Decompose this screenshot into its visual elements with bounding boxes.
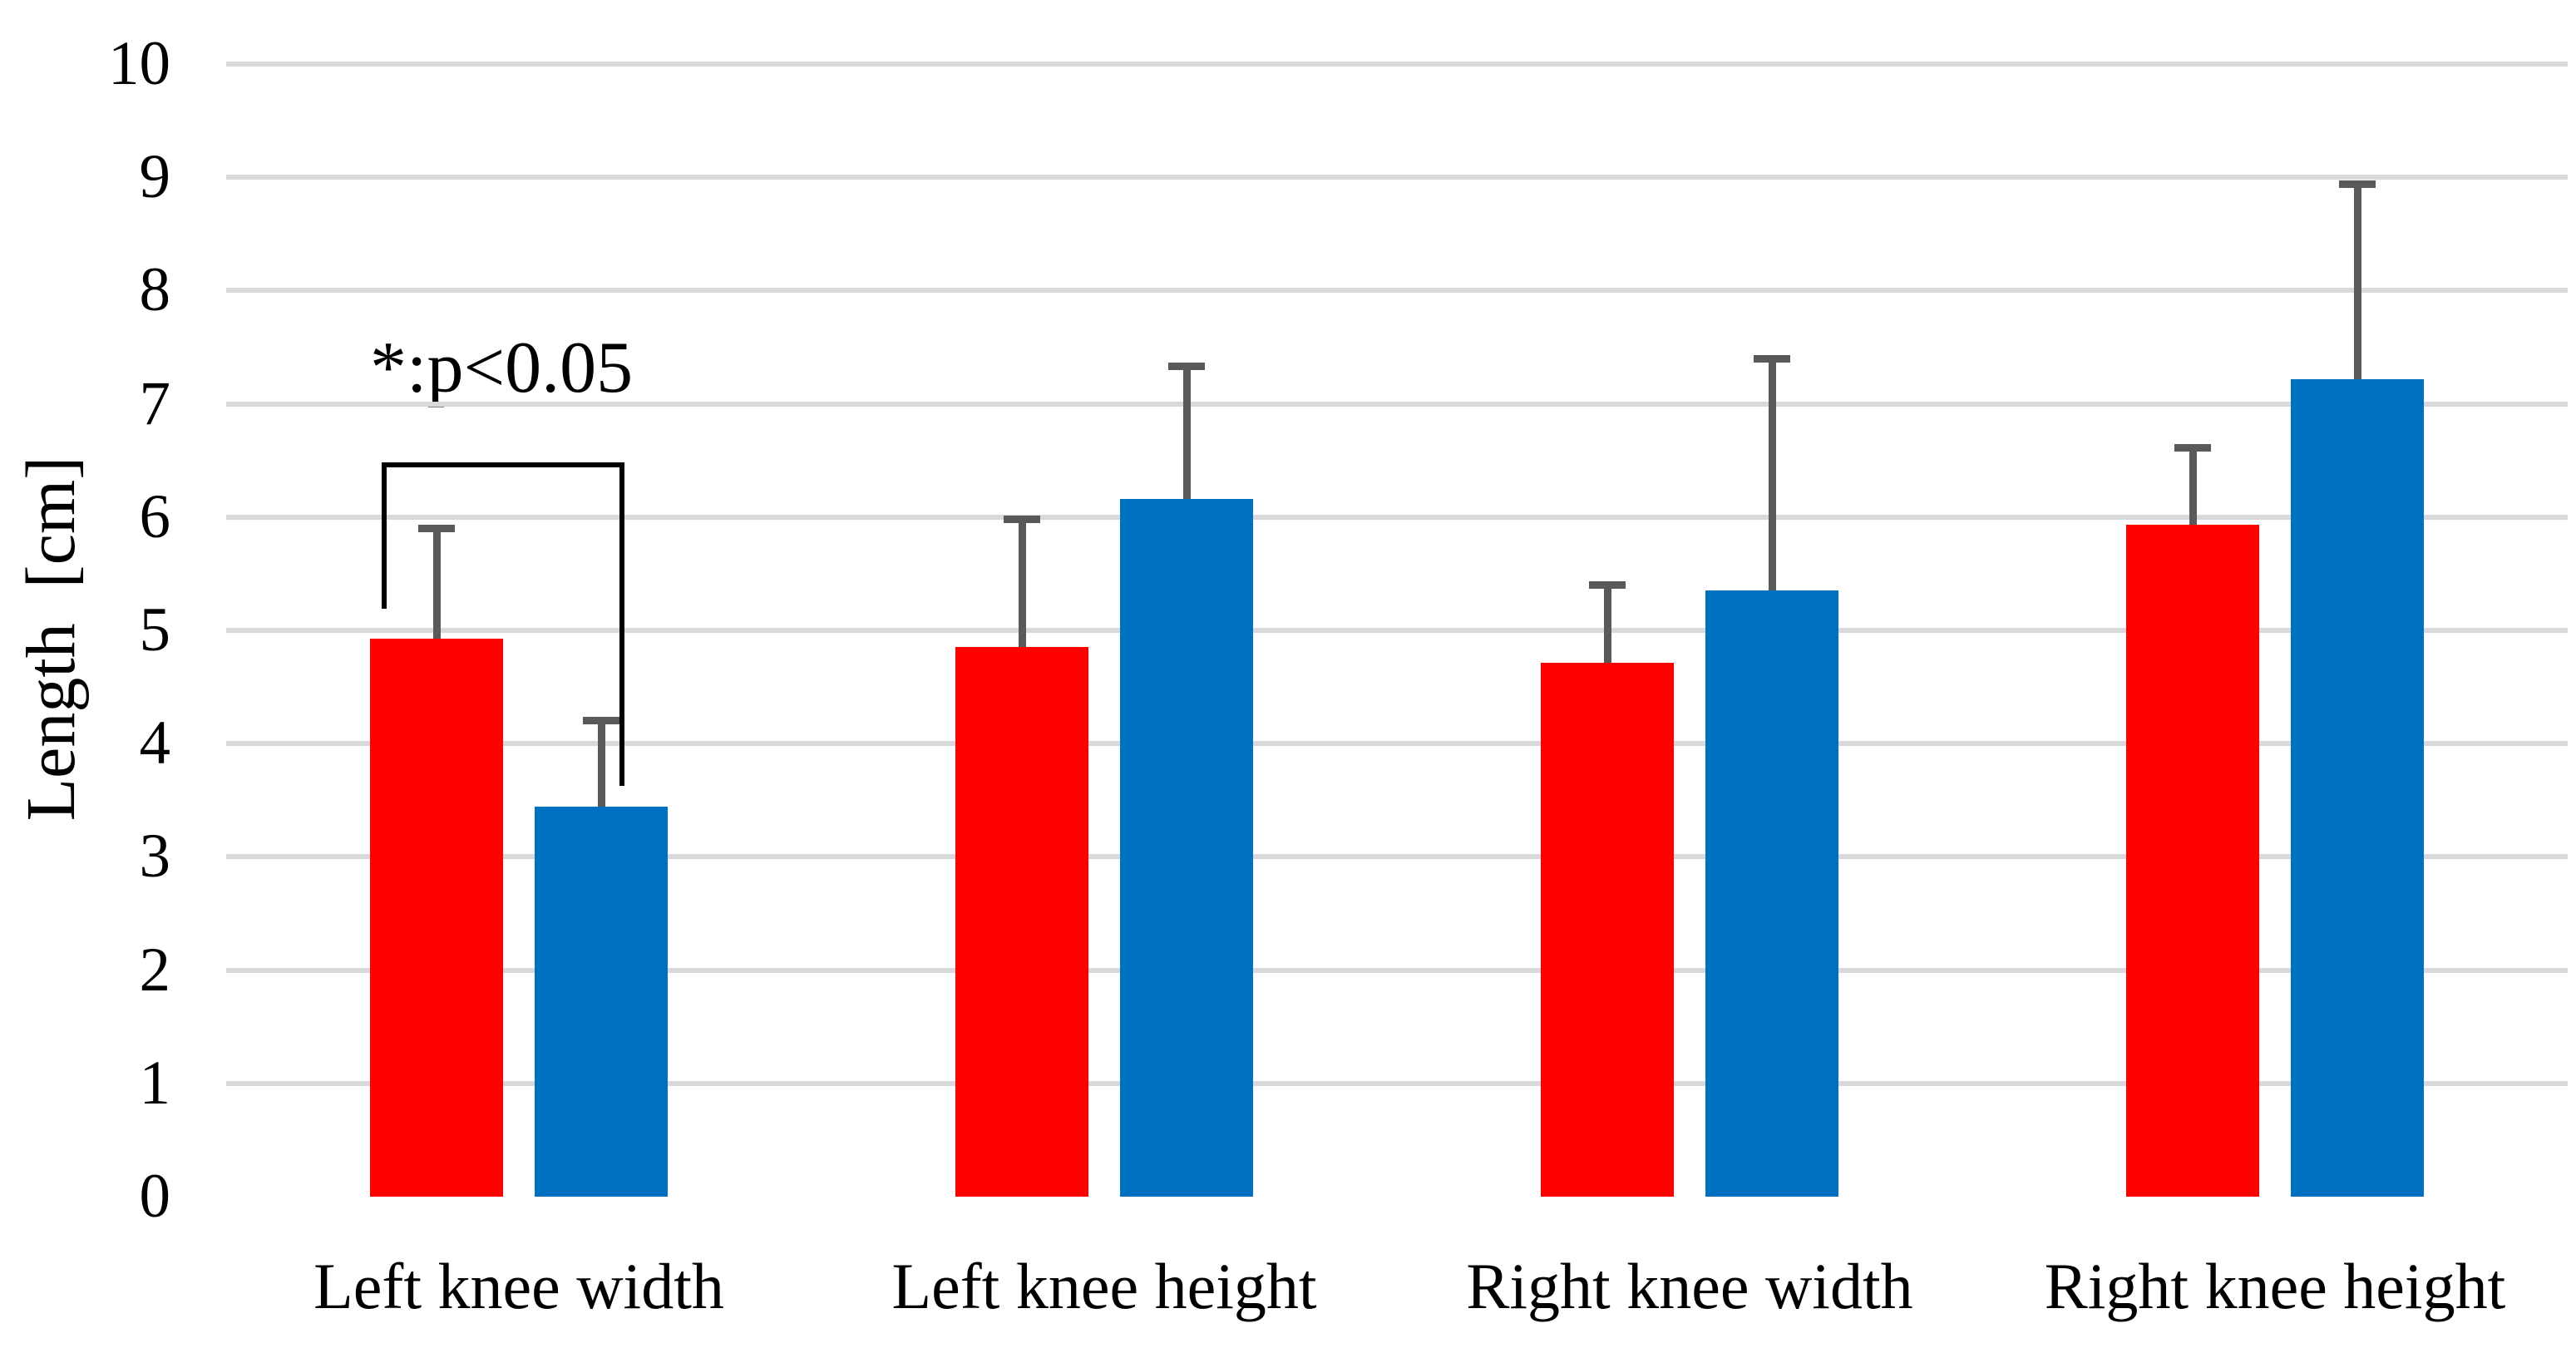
bar-blue <box>535 807 668 1197</box>
y-tick-label: 7 <box>139 368 171 438</box>
error-bar-stem <box>1768 358 1776 591</box>
gridline <box>226 628 2568 633</box>
y-tick-label: 5 <box>139 595 171 664</box>
x-category-label: Right knee height <box>2044 1250 2506 1322</box>
gridline <box>226 1080 2568 1086</box>
bar-blue <box>1705 590 1838 1197</box>
error-bar-stem <box>1018 519 1026 648</box>
error-bar-cap <box>1754 354 1790 363</box>
error-bar-cap <box>1004 516 1040 524</box>
error-bar-stem <box>1603 585 1611 664</box>
y-tick-label: 8 <box>139 255 171 325</box>
y-tick-label: 3 <box>139 822 171 891</box>
error-bar-stem <box>2353 184 2361 379</box>
error-bar-cap <box>2339 180 2376 188</box>
gridline <box>226 62 2568 67</box>
bar-blue <box>2291 378 2424 1197</box>
y-tick-label: 1 <box>139 1048 171 1118</box>
error-bar-cap <box>1168 363 1205 371</box>
bar-red <box>2126 525 2259 1197</box>
bar-red <box>1541 663 1674 1197</box>
error-bar-stem <box>597 720 605 807</box>
significance-bracket-left-leg <box>382 462 387 610</box>
y-tick-label: 6 <box>139 481 171 551</box>
x-category-label: Left knee width <box>313 1250 724 1322</box>
error-bar-cap <box>418 524 455 532</box>
y-tick-label: 9 <box>139 142 171 212</box>
error-bar-stem <box>1182 366 1191 499</box>
error-bar-stem <box>432 528 441 639</box>
y-tick-label: 0 <box>139 1162 171 1231</box>
bar-red <box>955 647 1088 1197</box>
error-bar-cap <box>2174 444 2211 452</box>
error-bar-stem <box>2189 447 2197 526</box>
y-tick-label: 4 <box>139 709 171 778</box>
gridline <box>226 854 2568 860</box>
y-tick-label: 10 <box>108 29 170 98</box>
x-category-label: Right knee width <box>1466 1250 1913 1322</box>
gridline <box>226 401 2568 407</box>
significance-bracket-right-leg <box>619 462 624 786</box>
gridline <box>226 967 2568 973</box>
gridline <box>226 514 2568 520</box>
y-tick-label: 2 <box>139 935 171 1005</box>
x-category-label: Left knee height <box>891 1250 1317 1322</box>
bar-red <box>370 638 503 1197</box>
gridline <box>226 288 2568 294</box>
bar-blue <box>1120 499 1253 1197</box>
significance-annotation: *:p<0.05 <box>370 328 634 408</box>
gridline <box>226 741 2568 747</box>
gridline <box>226 175 2568 180</box>
error-bar-cap <box>1589 581 1626 590</box>
significance-bracket-top <box>382 462 624 468</box>
error-bar-cap <box>583 717 619 725</box>
